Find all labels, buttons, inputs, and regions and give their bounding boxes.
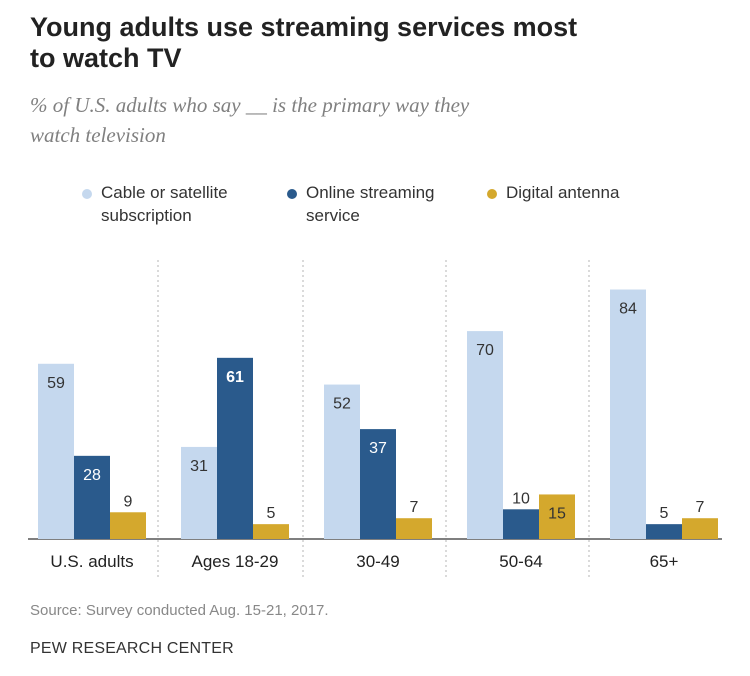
legend-label-cable-line2: subscription — [101, 206, 192, 225]
bar-1-1 — [38, 363, 74, 539]
data-label-2-1: 28 — [83, 467, 101, 484]
category-label-4: 50-64 — [499, 552, 542, 571]
legend-label-streaming-line1: Online streaming — [306, 183, 435, 202]
legend-swatch-cable — [82, 189, 92, 199]
data-label-3-2: 5 — [267, 505, 276, 522]
data-label-3-5: 7 — [696, 499, 705, 516]
legend-label-streaming-line2: service — [306, 206, 360, 225]
bar-3-1 — [110, 512, 146, 539]
bar-1-5 — [610, 289, 646, 539]
legend-item-streaming: Online streaming service — [287, 181, 435, 227]
data-label-2-2: 61 — [226, 369, 244, 386]
bar-3-2 — [253, 524, 289, 539]
chart-subtitle-line2: watch television — [30, 123, 166, 147]
organization-label: PEW RESEARCH CENTER — [30, 640, 234, 657]
bar-1-3 — [324, 384, 360, 539]
bar-2-1 — [74, 455, 110, 539]
category-label-2: Ages 18-29 — [192, 552, 279, 571]
category-label-1: U.S. adults — [50, 552, 133, 571]
data-label-2-4: 10 — [512, 490, 530, 507]
chart-subtitle-line1: % of U.S. adults who say __ is the prima… — [30, 93, 470, 117]
data-label-1-2: 31 — [190, 458, 208, 475]
chart-title: Young adults use streaming services most… — [30, 12, 720, 74]
bar-2-4 — [503, 509, 539, 539]
legend-item-antenna: Digital antenna — [487, 181, 619, 204]
legend-label-cable-line1: Cable or satellite — [101, 183, 228, 202]
legend-label-antenna: Digital antenna — [506, 181, 619, 204]
bar-1-4 — [467, 331, 503, 539]
data-label-1-4: 70 — [476, 342, 494, 359]
bar-2-5 — [646, 524, 682, 539]
bar-1-2 — [181, 446, 217, 539]
legend-label-cable: Cable or satellite subscription — [101, 181, 228, 227]
data-label-2-5: 5 — [660, 505, 669, 522]
chart-title-line1: Young adults use streaming services most — [30, 12, 578, 42]
bar-chart: 59 28 9 U.S. adults 31 61 5 Ages 18-29 52 37 7 30-4… — [28, 260, 722, 580]
legend-label-streaming: Online streaming service — [306, 181, 435, 227]
chart-title-line2: to watch TV — [30, 43, 182, 73]
category-label-5: 65+ — [650, 552, 679, 571]
bar-3-3 — [396, 518, 432, 539]
bar-2-3 — [360, 429, 396, 539]
data-label-3-4: 15 — [548, 505, 566, 522]
legend-item-cable: Cable or satellite subscription — [82, 181, 228, 227]
legend-swatch-antenna — [487, 189, 497, 199]
chart-subtitle: % of U.S. adults who say __ is the prima… — [30, 90, 630, 150]
bar-3-4 — [539, 494, 575, 539]
category-label-3: 30-49 — [356, 552, 399, 571]
legend-label-antenna-line1: Digital antenna — [506, 183, 620, 202]
bar-3-5 — [682, 518, 718, 539]
legend-swatch-streaming — [287, 189, 297, 199]
data-label-1-1: 59 — [47, 375, 65, 392]
data-label-3-1: 9 — [124, 493, 133, 510]
data-label-3-3: 7 — [410, 499, 419, 516]
data-label-1-5: 84 — [619, 301, 637, 318]
data-label-2-3: 37 — [369, 440, 387, 457]
data-label-1-3: 52 — [333, 396, 351, 413]
bar-2-2 — [217, 357, 253, 539]
source-note: Source: Survey conducted Aug. 15-21, 201… — [30, 602, 329, 619]
